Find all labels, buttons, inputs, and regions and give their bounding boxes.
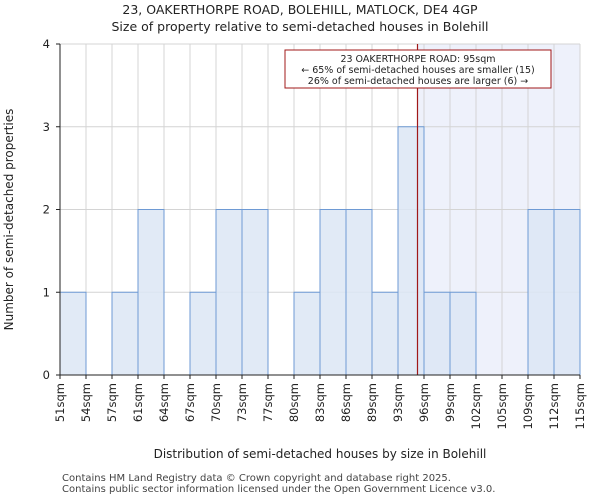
x-tick-label: 61sqm [131, 383, 145, 422]
histogram-bar [293, 291, 321, 376]
y-tick-label: 1 [43, 285, 50, 299]
x-tick-label: 102sqm [469, 383, 483, 429]
histogram-bar [371, 291, 399, 376]
annotation-line: ← 65% of semi-detached houses are smalle… [301, 65, 535, 76]
x-tick-label: 70sqm [209, 383, 223, 422]
x-tick-label: 105sqm [495, 383, 509, 429]
footer-licence: Contains public sector information licen… [62, 484, 496, 495]
histogram-bar [59, 291, 87, 376]
x-tick-label: 96sqm [417, 383, 431, 422]
chart-subtitle: Size of property relative to semi-detach… [111, 19, 489, 34]
histogram-bar [189, 291, 217, 376]
x-tick-label: 99sqm [443, 383, 457, 422]
histogram-bar [527, 209, 555, 376]
x-tick-label: 115sqm [573, 383, 587, 429]
x-tick-label: 109sqm [521, 383, 535, 429]
x-tick-label: 73sqm [235, 383, 249, 422]
x-tick-label: 64sqm [157, 383, 171, 422]
histogram-bar [345, 209, 373, 376]
annotation-line: 23 OAKERTHORPE ROAD: 95sqm [340, 54, 495, 65]
y-axis-label: Number of semi-detached properties [2, 109, 16, 331]
histogram-bar [397, 126, 425, 376]
x-tick-label: 80sqm [287, 383, 301, 422]
histogram-bar [215, 209, 243, 376]
x-tick-label: 83sqm [313, 383, 327, 422]
x-tick-label: 86sqm [339, 383, 353, 422]
footer-copyright: Contains HM Land Registry data © Crown c… [62, 473, 451, 484]
histogram-bar [449, 291, 477, 376]
x-axis-label: Distribution of semi-detached houses by … [154, 447, 487, 461]
chart-title: 23, OAKERTHORPE ROAD, BOLEHILL, MATLOCK,… [122, 2, 478, 17]
histogram-bar [319, 209, 347, 376]
histogram-bar [423, 291, 451, 376]
x-tick-label: 54sqm [79, 383, 93, 422]
y-tick-label: 3 [43, 120, 50, 134]
y-tick-label: 4 [43, 37, 50, 51]
x-tick-label: 93sqm [391, 383, 405, 422]
y-tick-label: 0 [43, 368, 50, 382]
histogram-bar [241, 209, 269, 376]
annotation-box [284, 49, 552, 89]
x-tick-label: 77sqm [261, 383, 275, 422]
annotation-line: 26% of semi-detached houses are larger (… [308, 76, 528, 87]
x-tick-label: 67sqm [183, 383, 197, 422]
y-tick-label: 2 [43, 203, 50, 217]
x-tick-label: 112sqm [547, 383, 561, 429]
histogram-bar [137, 209, 165, 376]
x-tick-label: 57sqm [105, 383, 119, 422]
x-tick-label: 89sqm [365, 383, 379, 422]
histogram-bar [553, 209, 581, 376]
x-tick-label: 51sqm [53, 383, 67, 422]
histogram-bar [111, 291, 139, 376]
